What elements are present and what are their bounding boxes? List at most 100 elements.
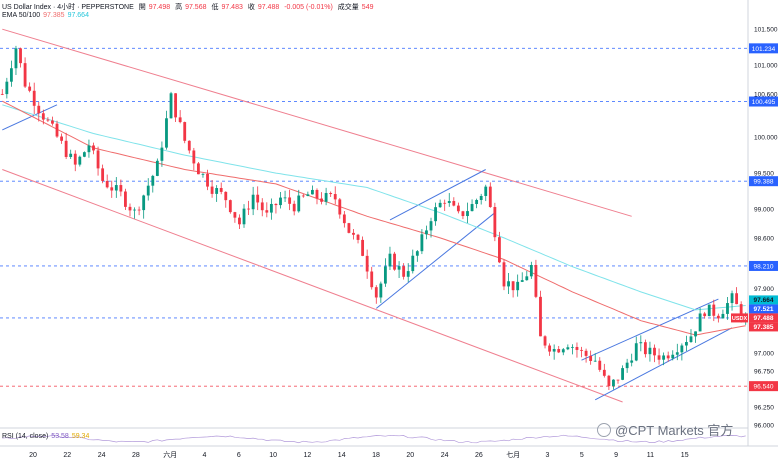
change-value: -0.005 (-0.01%) bbox=[284, 4, 333, 11]
candle-body bbox=[593, 360, 597, 362]
candle-body bbox=[393, 253, 396, 270]
candle-body bbox=[37, 105, 41, 114]
candle-body bbox=[51, 120, 54, 124]
candle-body bbox=[598, 360, 602, 370]
volume-value: 549 bbox=[361, 4, 374, 11]
candle-body bbox=[301, 195, 305, 197]
candle-body bbox=[283, 197, 287, 199]
candle-body bbox=[511, 281, 515, 291]
candle-body bbox=[602, 369, 606, 376]
candle-body bbox=[703, 313, 707, 317]
candle-body bbox=[279, 197, 282, 206]
candle-body bbox=[165, 118, 168, 148]
candle-body bbox=[73, 153, 77, 165]
candle-body bbox=[721, 313, 725, 319]
open-label: 開 bbox=[138, 4, 146, 11]
wedge-2-upper-line bbox=[581, 298, 719, 361]
candle-body bbox=[370, 271, 374, 288]
candle-body bbox=[55, 123, 59, 137]
symbol-tag-bg bbox=[731, 313, 748, 323]
y-tick-label: 97.900 bbox=[754, 286, 774, 293]
candle-body bbox=[183, 122, 187, 141]
x-tick-label: 11 bbox=[647, 452, 654, 459]
candle-body bbox=[580, 349, 583, 351]
candle-body bbox=[443, 202, 447, 204]
candle-body bbox=[525, 276, 529, 281]
channel-upper-line bbox=[2, 28, 632, 217]
candle-body bbox=[128, 206, 132, 211]
x-tick-label: 六月 bbox=[163, 450, 177, 459]
candle-body bbox=[735, 293, 739, 305]
candle-body bbox=[739, 304, 743, 319]
price-tag-bg bbox=[749, 313, 778, 323]
ema-legend: EMA 50/100 97.385 97.664 bbox=[2, 12, 92, 19]
open-value: 97.498 bbox=[148, 4, 171, 11]
rsi-value-2: 59.34 bbox=[71, 433, 90, 440]
ema-label: EMA 50/100 bbox=[2, 12, 41, 19]
candle-body bbox=[342, 214, 346, 224]
candle-body bbox=[315, 189, 319, 199]
candle-body bbox=[19, 48, 22, 64]
candle-body bbox=[420, 234, 424, 252]
candle-body bbox=[238, 217, 241, 225]
y-tick-label: 99.500 bbox=[754, 171, 774, 178]
candle-body bbox=[23, 63, 27, 87]
candle-body bbox=[28, 86, 32, 91]
candle-body bbox=[666, 355, 670, 359]
candle-body bbox=[726, 303, 729, 314]
candle-body bbox=[101, 168, 105, 181]
candle-body bbox=[32, 90, 36, 106]
candle-body bbox=[406, 271, 410, 277]
watermark: @CPT Markets 官方 bbox=[597, 420, 733, 439]
low-label: 低 bbox=[211, 4, 219, 11]
wedge-1-lower-line bbox=[375, 212, 496, 309]
candle-body bbox=[269, 203, 273, 213]
x-tick-label: 14 bbox=[338, 452, 346, 459]
price-tag-label: 97.385 bbox=[754, 324, 774, 331]
ema-slow-value: 97.664 bbox=[67, 12, 89, 19]
candle-body bbox=[529, 264, 533, 277]
candle-body bbox=[539, 296, 542, 337]
price-tag-bg bbox=[749, 322, 778, 332]
rsi-label: RSI (14, close) bbox=[2, 433, 49, 440]
candle-body bbox=[160, 147, 164, 161]
x-tick-label: 20 bbox=[406, 452, 414, 459]
level-tag-label: 100.495 bbox=[752, 99, 776, 106]
candle-body bbox=[425, 230, 428, 235]
candle-body bbox=[274, 203, 278, 206]
candle-body bbox=[648, 347, 652, 355]
candle-body bbox=[520, 280, 524, 282]
x-tick-label: 18 bbox=[372, 452, 380, 459]
candle-body bbox=[484, 186, 488, 196]
candle-body bbox=[575, 346, 579, 350]
candle-body bbox=[210, 186, 214, 194]
low-value: 97.483 bbox=[221, 4, 243, 11]
y-tick-label: 101.000 bbox=[754, 63, 778, 70]
candle-body bbox=[133, 209, 136, 211]
x-tick-label: 15 bbox=[681, 452, 689, 459]
candle-body bbox=[589, 355, 593, 362]
ema-fast-value: 97.385 bbox=[43, 12, 65, 19]
chart-header: US Dollar Index · 4小时 · PEPPERSTONE 開 97.… bbox=[2, 2, 376, 12]
x-tick-label: 28 bbox=[132, 452, 140, 459]
candle-body bbox=[662, 355, 666, 360]
candle-body bbox=[110, 187, 114, 191]
candle-body bbox=[461, 211, 465, 217]
candle-body bbox=[0, 93, 4, 95]
candle-body bbox=[311, 189, 314, 195]
candle-body bbox=[456, 205, 460, 212]
y-tick-label: 96.750 bbox=[754, 369, 774, 376]
candle-body bbox=[14, 48, 18, 69]
x-tick-label: 9 bbox=[614, 452, 618, 459]
candle-body bbox=[388, 253, 392, 267]
candle-body bbox=[320, 198, 323, 202]
candle-body bbox=[612, 379, 615, 387]
x-tick-label: 24 bbox=[441, 452, 449, 459]
level-tag-bg bbox=[749, 96, 778, 107]
candle-body bbox=[46, 119, 50, 121]
x-tick-label: 6 bbox=[237, 452, 241, 459]
candle-body bbox=[671, 354, 675, 359]
x-tick-label: 24 bbox=[98, 452, 106, 459]
candle-body bbox=[114, 185, 118, 191]
